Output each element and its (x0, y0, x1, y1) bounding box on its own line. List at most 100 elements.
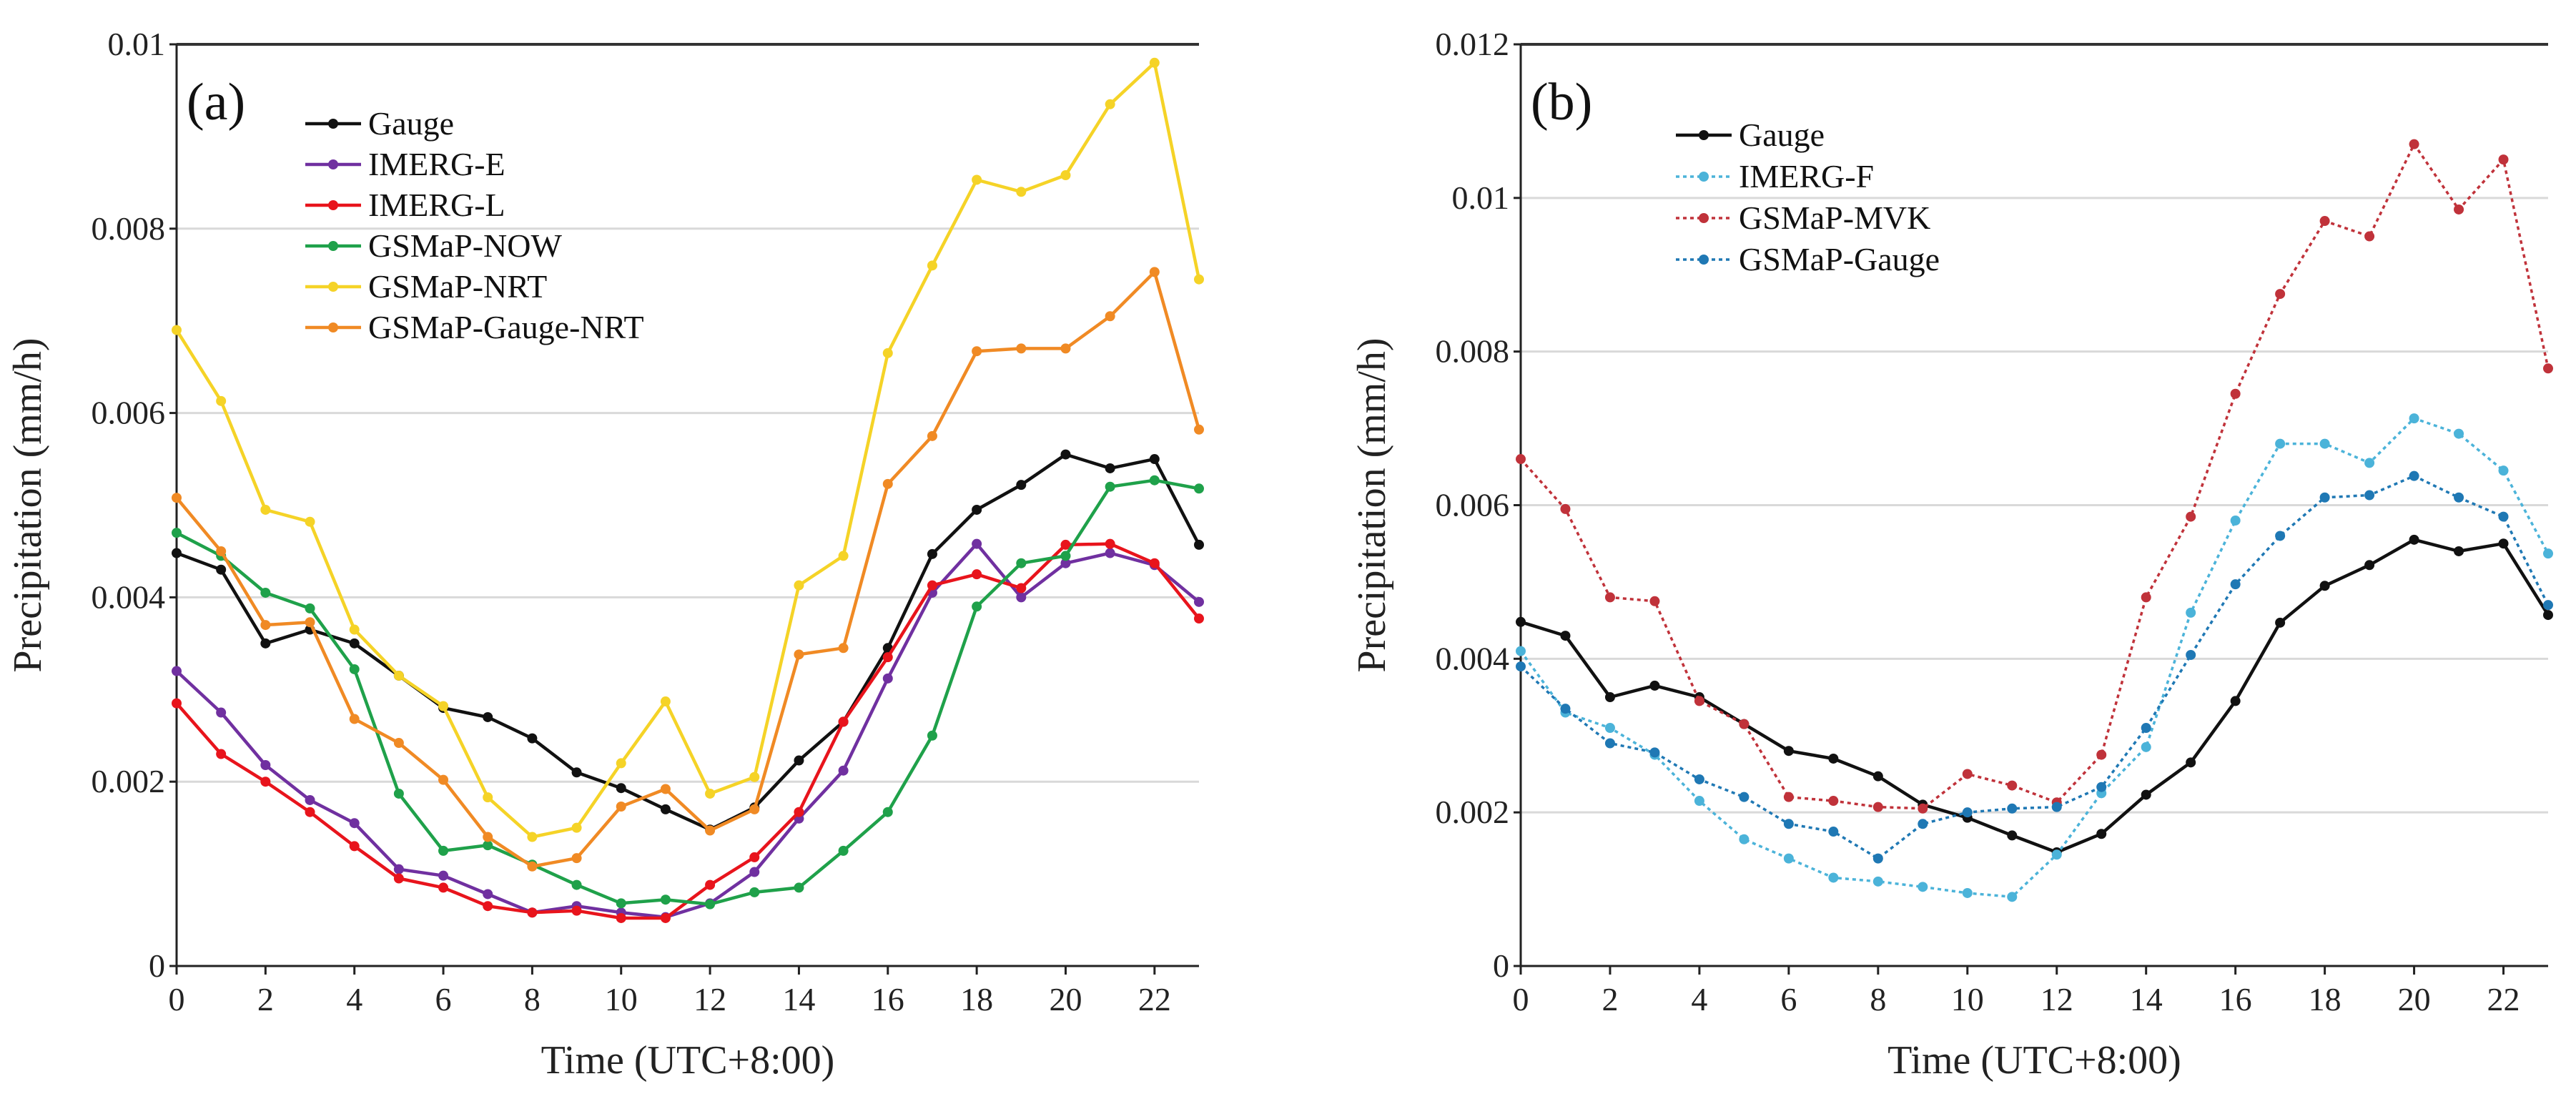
x-tick-label: 12 (694, 981, 726, 1017)
data-point (705, 879, 716, 890)
data-point (349, 638, 360, 649)
data-point (260, 759, 271, 770)
data-point (972, 346, 982, 357)
data-point (1105, 481, 1115, 492)
data-point (1016, 187, 1027, 197)
data-point (927, 548, 937, 559)
data-point (1105, 463, 1115, 473)
data-point (1828, 872, 1839, 883)
data-point (2275, 438, 2286, 449)
data-point (349, 714, 360, 724)
data-point (438, 870, 449, 881)
y-tick-label: 0.006 (1436, 487, 1510, 523)
data-point (483, 901, 493, 912)
data-point (1694, 696, 1704, 706)
data-point (2409, 413, 2419, 424)
data-point (2319, 438, 2330, 449)
data-point (393, 670, 404, 681)
data-point (349, 841, 360, 852)
data-point (2364, 490, 2375, 501)
data-point (2275, 289, 2286, 300)
x-tick-label: 14 (2130, 981, 2163, 1017)
data-point (1060, 551, 1071, 561)
data-point (749, 852, 760, 862)
legend-marker (1699, 213, 1709, 223)
data-point (483, 792, 493, 803)
data-point (2007, 830, 2018, 841)
y-tick-label: 0.01 (108, 26, 166, 62)
legend-label: GSMaP-NOW (368, 227, 562, 264)
legend-entry: IMERG-F (1676, 158, 1874, 194)
data-point (2409, 534, 2419, 545)
data-point (172, 666, 182, 676)
y-tick-label: 0.004 (92, 578, 166, 615)
data-point (794, 580, 804, 591)
data-point (1918, 882, 1928, 892)
data-point (1783, 792, 1794, 802)
data-point (616, 898, 626, 909)
data-point (1060, 539, 1071, 550)
data-point (1194, 596, 1204, 607)
data-point (571, 879, 582, 890)
data-point (972, 538, 982, 549)
data-point (2186, 649, 2196, 660)
data-point (1149, 57, 1160, 68)
legend-marker (1699, 130, 1709, 140)
series-line (1519, 474, 2550, 860)
data-point (927, 260, 937, 271)
data-point (2498, 465, 2509, 476)
data-point (1149, 558, 1160, 568)
data-point (838, 845, 849, 856)
legend-marker (1699, 255, 1709, 265)
data-point (1962, 807, 1973, 818)
data-point (972, 174, 982, 185)
data-point (305, 794, 315, 805)
data-point (2230, 579, 2241, 590)
series-gauge (172, 449, 1204, 835)
y-tick-label: 0.008 (92, 210, 166, 247)
y-tick-label: 0.008 (1436, 333, 1510, 370)
data-point (172, 548, 182, 558)
data-point (2051, 849, 2062, 860)
x-tick-label: 0 (169, 981, 185, 1017)
series-line (175, 270, 1201, 869)
x-tick-label: 22 (1138, 981, 1171, 1017)
data-point (882, 478, 893, 489)
data-point (393, 873, 404, 884)
data-point (1560, 631, 1571, 641)
data-point (2498, 511, 2509, 522)
y-axis-label: Precipitation (mm/h) (1350, 337, 1394, 672)
data-point (1194, 613, 1204, 624)
data-point (2543, 363, 2553, 374)
data-point (349, 818, 360, 829)
data-point (616, 802, 626, 812)
x-tick-label: 6 (1780, 981, 1797, 1017)
data-point (1560, 704, 1571, 714)
series-line (1519, 142, 2550, 810)
data-point (349, 664, 360, 674)
data-point (216, 707, 227, 718)
x-tick-label: 16 (2219, 981, 2252, 1017)
data-point (1516, 454, 1526, 465)
y-tick-label: 0 (1493, 947, 1509, 984)
data-point (1604, 592, 1615, 603)
data-point (1872, 876, 1883, 887)
data-point (1828, 753, 1839, 764)
data-point (2409, 470, 2419, 481)
data-point (2051, 802, 2062, 812)
series-gsmap-mvk (1516, 139, 2553, 814)
data-point (438, 882, 449, 893)
x-tick-label: 0 (1513, 981, 1529, 1017)
data-point (438, 845, 449, 856)
data-point (882, 348, 893, 358)
data-point (438, 701, 449, 711)
data-point (2141, 741, 2151, 752)
legend-marker (328, 159, 338, 169)
data-point (705, 825, 716, 836)
data-point (393, 788, 404, 799)
data-point (2007, 803, 2018, 814)
data-point (305, 807, 315, 817)
data-point (1194, 274, 1204, 285)
data-point (1016, 343, 1027, 354)
data-point (1783, 819, 1794, 829)
